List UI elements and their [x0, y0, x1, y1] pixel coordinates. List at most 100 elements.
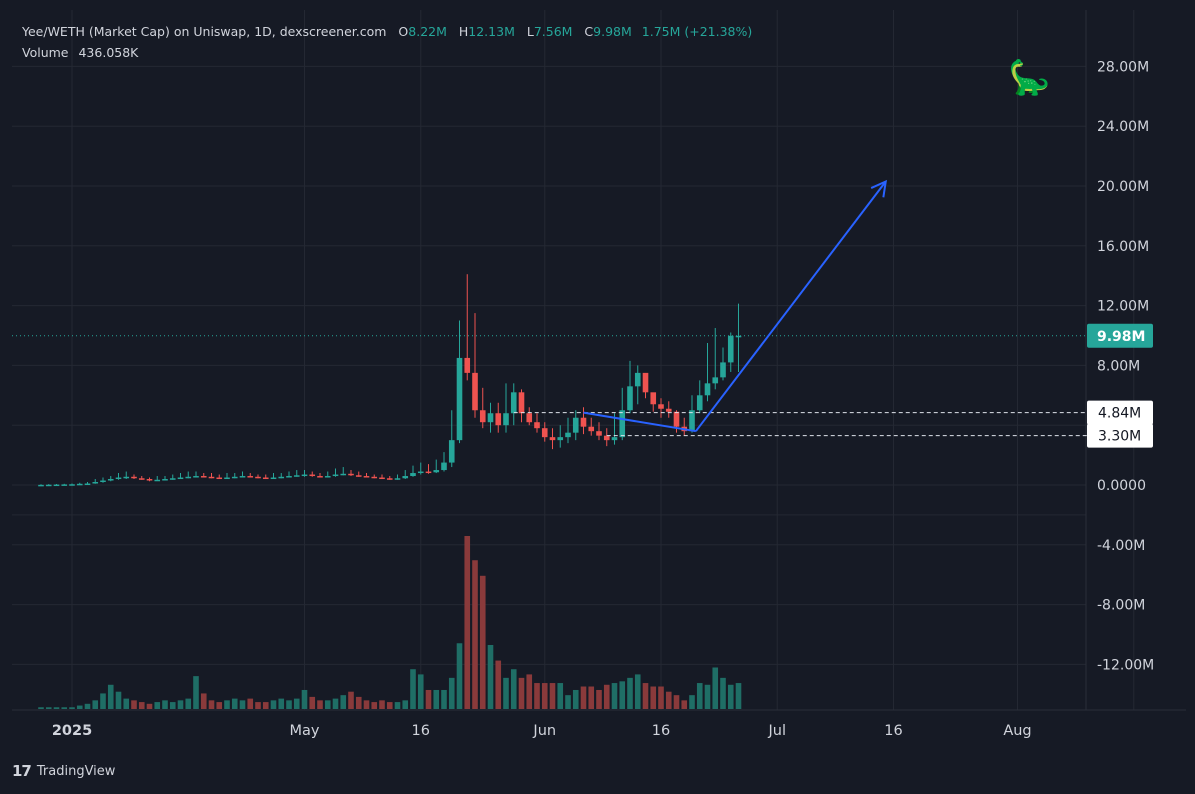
volume-bar: [464, 536, 471, 709]
time-axis-tick-label: 16: [884, 723, 902, 739]
candle-body: [138, 478, 145, 480]
level-label: 4.84M: [1098, 406, 1141, 422]
candle-body: [627, 386, 633, 411]
volume-bar: [487, 644, 494, 709]
volume-bar: [154, 702, 161, 709]
volume-bar: [394, 702, 401, 709]
candle-body: [355, 475, 362, 477]
volume-bar: [100, 693, 106, 709]
candle-body: [371, 476, 378, 479]
candle-body: [270, 477, 277, 480]
time-axis-tick-label: 2025: [52, 723, 92, 739]
candle-body: [456, 357, 463, 441]
volume-bar: [572, 689, 579, 709]
volume-bar: [596, 689, 602, 709]
trend-arrow-head[interactable]: [870, 179, 888, 198]
candle-body: [100, 480, 106, 483]
candle-body: [619, 410, 626, 438]
volume-bar: [255, 702, 261, 709]
candle-body: [309, 474, 316, 477]
volume-bar: [146, 703, 153, 709]
volume-bar: [332, 698, 339, 709]
last-price-label-box: [1087, 323, 1153, 348]
candle-body: [216, 477, 223, 480]
volume-bar: [735, 683, 742, 709]
candle-body: [495, 413, 502, 426]
volume-bar: [169, 702, 176, 709]
candle-body: [642, 372, 649, 393]
legend-volume: Volume 436.058K: [22, 45, 138, 61]
candle-body: [193, 476, 199, 478]
candle-body: [410, 473, 416, 477]
level-label-box: [1087, 400, 1153, 425]
candle-body: [673, 411, 680, 427]
volume-bar: [123, 698, 130, 709]
volume-label: Volume: [22, 45, 69, 60]
tradingview-branding[interactable]: 17 TradingView: [12, 762, 115, 780]
volume-bar: [681, 700, 688, 709]
candle-body: [518, 392, 525, 414]
candle-body: [247, 476, 254, 478]
volume-bar: [286, 700, 292, 709]
volume-bar: [673, 695, 680, 709]
candle-body: [332, 474, 339, 477]
candle-body: [603, 435, 610, 441]
open-label: O: [398, 24, 409, 39]
price-axis-tick-label: 8.00M: [1097, 358, 1140, 374]
candle-body: [200, 476, 207, 478]
candle-body: [162, 479, 168, 481]
tradingview-brand-text: TradingView: [36, 763, 116, 779]
volume-bar: [270, 700, 277, 709]
volume-bar: [107, 684, 114, 709]
candle-body: [526, 413, 533, 423]
trend-arrow-line[interactable]: [695, 180, 887, 432]
volume-bar: [53, 707, 60, 709]
volume-bar: [84, 703, 91, 709]
volume-bar: [534, 683, 540, 709]
price-axis-tick-label: 24.00M: [1097, 119, 1149, 135]
volume-bar: [309, 696, 316, 709]
volume-bar: [340, 695, 347, 709]
volume-bar: [557, 683, 564, 709]
candle-body: [379, 477, 385, 480]
volume-bar: [247, 698, 254, 709]
candle-body: [417, 471, 424, 474]
candle-body: [262, 477, 269, 480]
volume-bar: [541, 683, 548, 709]
volume-bar: [239, 700, 246, 709]
candle-body: [146, 479, 153, 481]
volume-bar: [200, 693, 207, 709]
open-value: 8.22M: [408, 24, 447, 39]
volume-bar: [495, 660, 502, 709]
candle-body: [735, 335, 742, 338]
volume-bar: [61, 707, 68, 709]
volume-bar: [38, 707, 44, 709]
price-axis-tick-label: 0.0000: [1097, 478, 1146, 494]
volume-bar: [410, 669, 416, 709]
volume-bar: [580, 686, 587, 709]
volume-bar: [472, 560, 478, 709]
volume-bar: [665, 691, 672, 709]
close-label: C: [584, 24, 594, 39]
volume-bar: [193, 676, 199, 709]
candle-body: [45, 484, 52, 487]
candle-body: [596, 431, 602, 436]
time-axis-tick-label: Aug: [1003, 723, 1031, 739]
volume-bar: [162, 700, 168, 709]
volume-bar: [634, 674, 641, 709]
candle-body: [611, 437, 618, 441]
trend-arrow-base-line[interactable]: [583, 411, 697, 433]
volume-value: 436.058K: [78, 45, 139, 60]
candle-body: [658, 404, 664, 409]
volume-bar: [177, 700, 184, 709]
candle-body: [510, 392, 517, 414]
volume-bar: [696, 683, 703, 709]
time-axis-tick-label: 16: [652, 723, 670, 739]
candle-body: [131, 476, 137, 479]
volume-bar: [208, 700, 215, 709]
candle-body: [154, 479, 161, 482]
candle-body: [588, 426, 595, 432]
candle-body: [557, 437, 564, 441]
